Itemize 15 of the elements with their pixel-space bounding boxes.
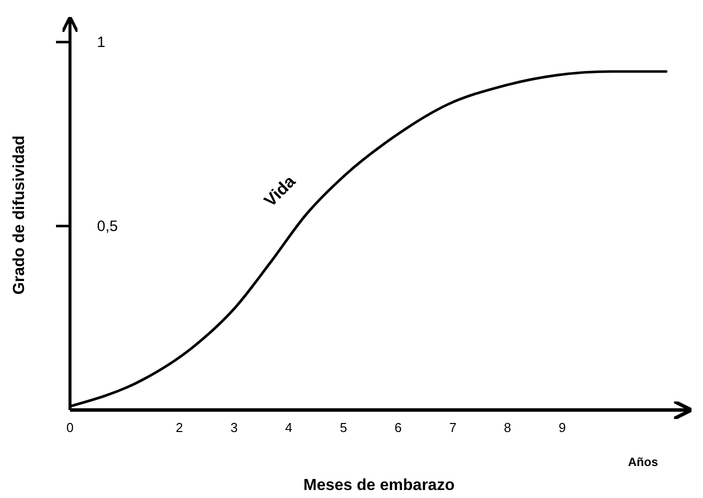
annotation: Vida — [260, 171, 300, 210]
y-axis-title: Grado de difusividad — [11, 135, 28, 295]
x-tick-label: 3 — [230, 420, 238, 435]
x-tick-label: 7 — [449, 420, 456, 435]
x-tick-label: 4 — [285, 420, 292, 435]
x-tick-label: 8 — [504, 420, 512, 435]
x-tick-label: 5 — [340, 420, 348, 435]
x-tick-label: 9 — [558, 420, 566, 435]
x-tick-label: 0 — [66, 420, 74, 435]
x-axis-title: Meses de embarazo — [303, 477, 455, 494]
x-tick-label: 2 — [176, 420, 183, 435]
y-tick-label: 1 — [97, 34, 106, 52]
text: Años — [628, 455, 658, 469]
x-tick-label: 6 — [394, 420, 402, 435]
y-tick-label: 0,5 — [97, 218, 118, 236]
